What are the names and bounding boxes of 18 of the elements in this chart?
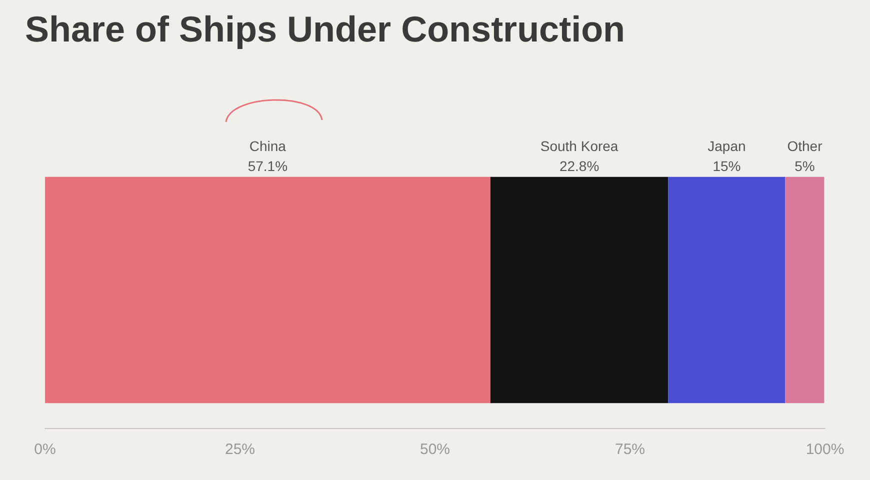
series-label: South Korea [540,138,618,154]
bar [668,176,786,404]
data-label: 22.8% [559,158,600,174]
bar [490,176,668,404]
x-tick-label: 0% [34,441,56,458]
data-label: 57.1% [248,158,288,174]
bar [785,176,824,404]
data-label: 15% [712,158,741,174]
series-label: Other [787,138,823,154]
series-label: Japan [708,138,746,154]
x-tick-label: 75% [614,441,646,458]
bar [45,176,490,404]
data-label: 5% [794,158,815,174]
x-tick-label: 100% [806,441,844,458]
x-tick-label: 25% [224,441,256,458]
x-tick-label: 50% [420,441,450,458]
series-label: China [249,138,286,154]
chart-title: Share of Ships Under Construction [25,8,626,50]
